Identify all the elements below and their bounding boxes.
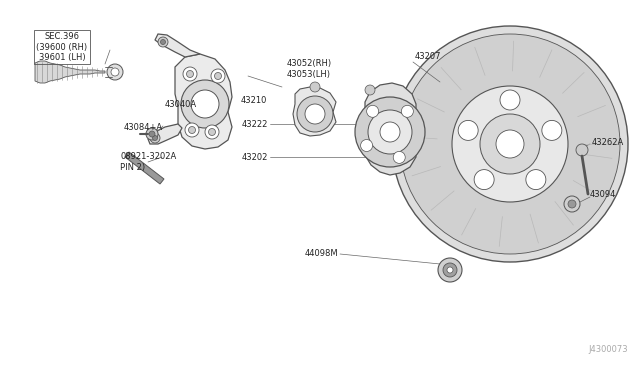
Text: 43052(RH)
43053(LH): 43052(RH) 43053(LH) (287, 59, 332, 79)
Circle shape (355, 97, 425, 167)
Polygon shape (175, 54, 232, 149)
Circle shape (526, 170, 546, 190)
Circle shape (158, 37, 168, 47)
Circle shape (149, 131, 155, 137)
Polygon shape (125, 152, 164, 184)
Circle shape (146, 128, 158, 140)
Circle shape (452, 86, 568, 202)
Circle shape (185, 123, 199, 137)
Text: 43207: 43207 (415, 51, 442, 61)
Circle shape (496, 130, 524, 158)
Circle shape (368, 110, 412, 154)
Circle shape (107, 64, 123, 80)
Text: 43222: 43222 (242, 119, 268, 128)
Circle shape (310, 82, 320, 92)
Text: 43202: 43202 (242, 153, 268, 161)
Circle shape (150, 133, 160, 143)
Circle shape (111, 68, 119, 76)
Circle shape (500, 90, 520, 110)
Circle shape (392, 26, 628, 262)
Circle shape (161, 39, 166, 45)
Text: J4300073: J4300073 (588, 345, 628, 354)
Polygon shape (148, 124, 182, 144)
Circle shape (400, 34, 620, 254)
Polygon shape (35, 61, 105, 83)
Circle shape (447, 267, 453, 273)
Text: 08921-3202A
PIN 2): 08921-3202A PIN 2) (120, 152, 176, 172)
Polygon shape (293, 87, 336, 136)
Text: 43262A: 43262A (592, 138, 624, 147)
Circle shape (305, 104, 325, 124)
Text: 43040A: 43040A (165, 99, 197, 109)
Circle shape (189, 126, 195, 134)
Text: 43084+A: 43084+A (124, 122, 163, 131)
Circle shape (211, 69, 225, 83)
Circle shape (186, 71, 193, 77)
Circle shape (183, 67, 197, 81)
Text: SEC.396
(39600 (RH)
39601 (LH): SEC.396 (39600 (RH) 39601 (LH) (36, 32, 88, 62)
Circle shape (365, 85, 375, 95)
Circle shape (209, 128, 216, 135)
Circle shape (297, 96, 333, 132)
Circle shape (568, 200, 576, 208)
Polygon shape (365, 83, 416, 175)
Circle shape (542, 121, 562, 140)
Circle shape (393, 151, 405, 163)
Circle shape (360, 140, 372, 151)
Circle shape (480, 114, 540, 174)
Circle shape (205, 125, 219, 139)
Text: 43210: 43210 (241, 96, 267, 105)
Circle shape (458, 121, 478, 140)
Circle shape (380, 122, 400, 142)
Circle shape (181, 80, 229, 128)
Circle shape (564, 196, 580, 212)
Circle shape (214, 73, 221, 80)
Circle shape (401, 105, 413, 117)
Circle shape (443, 263, 457, 277)
Circle shape (152, 135, 157, 141)
Text: 43094: 43094 (590, 189, 616, 199)
Polygon shape (155, 34, 200, 57)
Text: 44098M: 44098M (305, 250, 338, 259)
Circle shape (191, 90, 219, 118)
Circle shape (576, 144, 588, 156)
Circle shape (367, 105, 379, 117)
Circle shape (438, 258, 462, 282)
Circle shape (474, 170, 494, 190)
